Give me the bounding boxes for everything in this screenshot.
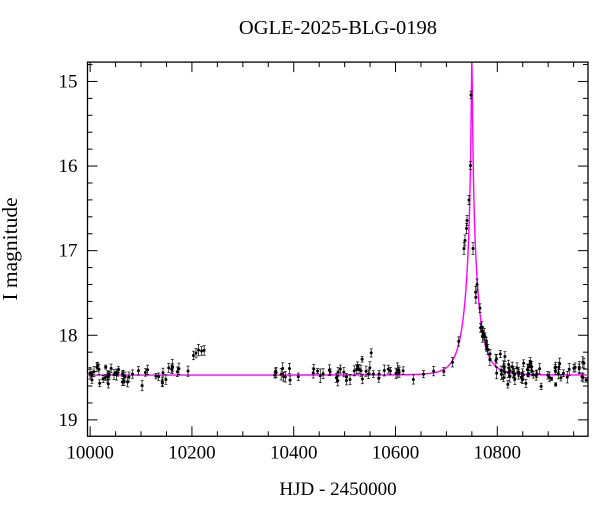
svg-text:17: 17 (59, 241, 78, 262)
svg-text:10000: 10000 (66, 442, 114, 463)
svg-text:10600: 10600 (372, 442, 420, 463)
svg-text:10400: 10400 (270, 442, 318, 463)
svg-text:HJD - 2450000: HJD - 2450000 (279, 479, 396, 500)
svg-text:10200: 10200 (168, 442, 216, 463)
svg-text:19: 19 (59, 410, 78, 431)
svg-text:16: 16 (59, 156, 78, 177)
svg-text:10800: 10800 (474, 442, 522, 463)
svg-text:18: 18 (59, 325, 78, 346)
svg-text:I magnitude: I magnitude (0, 197, 22, 300)
svg-text:OGLE-2025-BLG-0198: OGLE-2025-BLG-0198 (239, 17, 437, 39)
svg-text:15: 15 (59, 71, 78, 92)
